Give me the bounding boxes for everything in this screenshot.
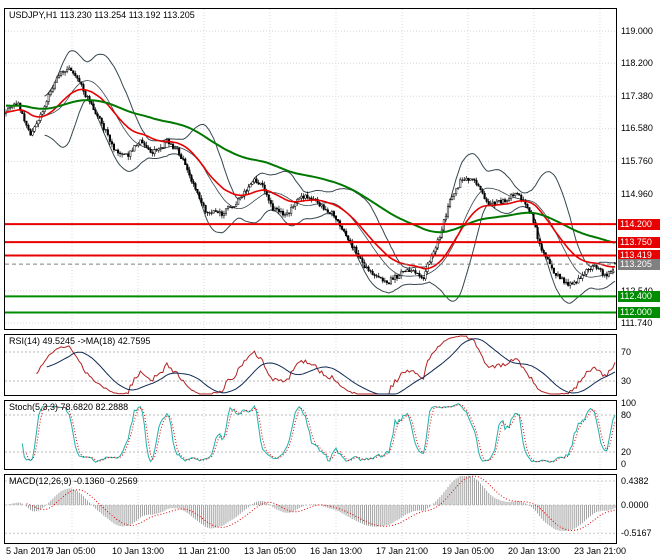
time-axis-label: 10 Jan 13:00 [111,546,165,556]
price-tick-label: 111.740 [621,317,653,328]
stochastic-panel[interactable]: Stoch(5,3,3) 78.6820 82.2888 [4,400,617,470]
price-tick-label: 114.960 [621,188,653,199]
price-level-label-113.205: 113.205 [618,258,660,270]
price-tick-label: 115.760 [621,156,653,167]
price-tick-label: 112.540 [621,286,653,296]
time-axis-label: 16 Jan 13:00 [309,546,363,556]
macd-tick-label: -0.5167 [621,528,652,539]
time-axis-label: 13 Jan 05:00 [243,546,297,556]
macd-tick-label: 0.4382 [621,475,649,486]
time-axis-label: 9 Jan 05:00 [48,546,96,556]
price-chart-surface[interactable] [5,9,616,329]
time-axis-label: 23 Jan 21:00 [573,546,627,556]
price-level-label-112.000: 112.000 [618,307,660,319]
price-level-label-112.400: 112.400 [618,290,660,302]
rsi-tick-label: 70 [621,347,632,357]
rsi-panel[interactable]: RSI(14) 49.5245 ->MA(18) 42.7595 [4,334,617,396]
price-level-label-113.750: 113.750 [618,236,660,248]
price-tick-label: 117.380 [621,91,653,102]
price-level-label-114.200: 114.200 [618,218,660,230]
price-tick-label: 116.580 [621,123,653,134]
rsi-tick-label: 30 [621,376,632,386]
rsi-chart-surface[interactable] [5,335,616,395]
time-axis[interactable]: 5 Jan 2017 9 Jan 05:00 10 Jan 13:00 11 Jan … [4,546,626,559]
stoch-tick-label: 20 [621,447,632,457]
price-axis[interactable]: 119.000 118.200 117.380 116.580 115.760 114.9… [618,0,660,560]
macd-tick-label: 0.0000 [621,500,649,510]
main-chart-panel[interactable]: USDJPY,H1 113.230 113.254 113.192 113.20… [4,8,617,330]
macd-chart-surface[interactable] [5,475,616,543]
stoch-tick-label: 100 [621,397,637,408]
stoch-tick-label: 80 [621,410,632,420]
price-tick-label: 118.200 [621,58,653,69]
time-axis-label: 20 Jan 13:00 [507,546,561,556]
macd-panel[interactable]: MACD(12,26,9) -0.1360 -0.2569 [4,474,617,544]
time-axis-label: 19 Jan 05:00 [441,546,495,556]
stoch-tick-label: 0 [621,459,627,470]
time-axis-label: 17 Jan 21:00 [375,546,429,556]
time-axis-label: 11 Jan 21:00 [178,546,230,556]
stochastic-chart-surface[interactable] [5,401,616,469]
price-level-label-113.419: 113.419 [618,249,660,261]
time-axis-label: 5 Jan 2017 [6,546,51,556]
price-tick-label: 119.000 [621,26,653,37]
